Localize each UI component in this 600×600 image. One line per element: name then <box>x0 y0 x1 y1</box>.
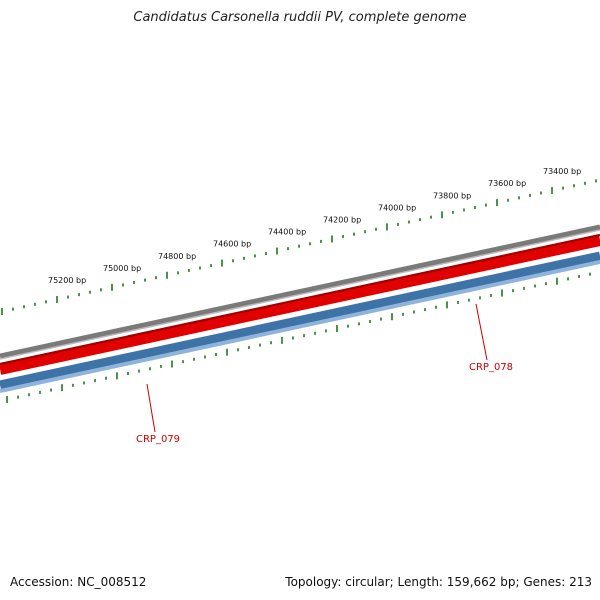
backbone-highlight <box>0 229 600 360</box>
gene-leader-crp079 <box>146 383 156 433</box>
scale-label: 73600 bp <box>488 179 526 188</box>
plus-strand-track <box>0 234 600 375</box>
genome-summary-label: Topology: circular; Length: 159,662 bp; … <box>285 575 592 589</box>
gene-label-crp079[interactable]: CRP_079 <box>136 434 180 445</box>
scale-label: 74200 bp <box>323 216 361 225</box>
scale-label: 73400 bp <box>543 167 581 176</box>
gene-leader-crp078 <box>475 303 488 361</box>
map-title: Candidatus Carsonella ruddii PV, complet… <box>133 10 467 25</box>
scale-label: 73800 bp <box>433 191 471 200</box>
minus-strand-light <box>0 260 600 393</box>
scale-label: 75200 bp <box>48 276 86 285</box>
scale-label: 74000 bp <box>378 203 416 212</box>
scale-labels: 75200 bp 75000 bp 74800 bp 74600 bp 74400 bp… <box>48 167 581 285</box>
scale-label: 75000 bp <box>103 264 141 273</box>
scale-label: 74800 bp <box>158 252 196 261</box>
gene-label-crp078[interactable]: CRP_078 <box>469 362 513 373</box>
minus-strand-track <box>0 251 600 390</box>
scale-ticks-lower <box>6 272 591 403</box>
plus-strand-shade <box>0 234 600 365</box>
scale-label: 74400 bp <box>268 228 306 237</box>
scale-ticks-upper <box>1 179 597 316</box>
accession-label: Accession: NC_008512 <box>10 575 147 589</box>
scale-label: 74600 bp <box>213 240 251 249</box>
backbone-line <box>0 224 600 359</box>
